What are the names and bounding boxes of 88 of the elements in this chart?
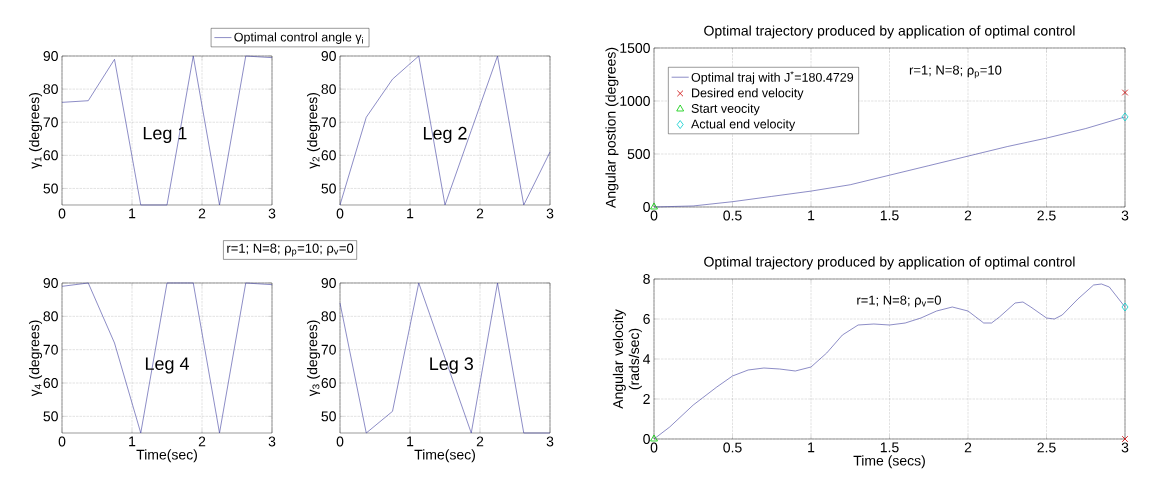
y-axis-title: γ$_{3}$ (degrees) [306, 320, 321, 397]
point [1121, 112, 1129, 122]
y-tick-label: 60 [321, 150, 336, 161]
chart-title: Optimal trajectory produced by application of optimal control [704, 25, 1075, 39]
x-tick-label: 1 [129, 436, 136, 447]
y-axis-title: Angular velocity (rads/sec) [612, 309, 642, 409]
x-axis-title: Time(sec) [136, 449, 197, 463]
x-tick-label: 2 [964, 442, 972, 453]
legend-label: Actual end velocity [691, 119, 796, 131]
x-tick-label: 0 [650, 210, 658, 221]
annotation: Leg 2 [423, 126, 467, 144]
legend-label: Optimal control angle γ$_{i}$ [234, 32, 363, 44]
x-tick-label: 0 [336, 436, 344, 447]
legend-label: Start veocity [691, 103, 760, 116]
y-tick-label: 50 [321, 183, 336, 194]
y-tick-label: 80 [43, 311, 58, 322]
x-tick-label: 1 [129, 208, 136, 219]
chart-title: Optimal trajectory produced by application of optimal control [704, 256, 1075, 270]
line-series [61, 282, 273, 434]
y-tick-label: 70 [321, 344, 336, 355]
x-tick-label: 3 [546, 208, 554, 219]
point [1121, 89, 1129, 96]
y-tick-label: 80 [321, 84, 336, 95]
x-tick-label: 1 [808, 442, 815, 453]
y-tick-label: 50 [43, 411, 58, 422]
x-tick-label: 0 [58, 436, 66, 447]
line-series [339, 282, 551, 434]
y-tick-label: 80 [43, 84, 58, 95]
y-tick-label: 1000 [620, 96, 650, 106]
y-axis-title: Angular postion (degrees) [605, 47, 619, 209]
annotation: r=1; N=8; ρ$_{v}$=0 [857, 295, 941, 308]
line-series [339, 55, 551, 206]
x-tick-label: 3 [268, 208, 276, 219]
y-tick-label: 60 [321, 378, 336, 388]
y-tick-label: 90 [321, 278, 336, 288]
y-tick-label: 90 [321, 51, 336, 61]
y-tick-label: 50 [43, 183, 58, 194]
y-tick-label: 90 [43, 278, 58, 288]
line-series [61, 55, 273, 206]
annotation: Leg 4 [145, 357, 189, 374]
annotation: Leg 1 [143, 126, 187, 144]
y-tick-label: 2 [643, 394, 650, 404]
y-tick-label: 6 [643, 314, 650, 324]
y-tick-label: 70 [43, 117, 58, 128]
x-tick-label: 2 [198, 208, 206, 219]
y-tick-label: 50 [321, 411, 336, 422]
y-tick-label: 60 [43, 378, 58, 388]
x-tick-label: 2 [198, 436, 206, 447]
x-tick-label: 0 [650, 442, 658, 453]
line-series [653, 116, 1126, 208]
legend-label: Desired end velocity [692, 88, 804, 100]
x-tick-label: 2 [476, 208, 484, 219]
x-axis-title: Time (secs) [853, 455, 925, 469]
x-tick-label: 3 [546, 436, 554, 447]
y-axis-title: γ$_{2}$ (degrees) [306, 93, 321, 169]
y-tick-label: 4 [643, 354, 651, 364]
x-tick-label: 1 [808, 210, 815, 221]
x-tick-label: 0 [336, 208, 344, 219]
legend-label: Optimal traj with J$^{*}$=180.4729 [691, 71, 854, 85]
x-tick-label: 1.5 [880, 210, 899, 221]
x-tick-label: 0 [58, 208, 66, 219]
y-tick-label: 90 [43, 51, 58, 61]
y-tick-label: 500 [627, 149, 650, 159]
x-tick-label: 2.5 [1037, 210, 1056, 221]
x-tick-label: 0.5 [723, 210, 742, 221]
x-tick-label: 3 [268, 436, 276, 447]
y-axis-title: γ$_{4}$ (degrees) [28, 320, 43, 397]
x-tick-label: 2 [964, 210, 972, 221]
x-tick-label: 1.5 [880, 442, 899, 453]
y-tick-label: 70 [43, 344, 58, 355]
x-tick-label: 2 [476, 436, 484, 447]
x-tick-label: 3 [1121, 210, 1129, 221]
x-tick-label: 3 [1121, 442, 1129, 453]
annotation: r=1; N=8; ρ$_{p}$=10 [909, 65, 1002, 79]
x-tick-label: 1 [407, 436, 414, 447]
y-axis-title: γ$_{1}$ (degrees) [28, 93, 43, 169]
y-tick-label: 8 [643, 274, 650, 284]
y-tick-label: 60 [43, 150, 58, 161]
text: r=1; N=8; ρ$_{p}$=10; ρ$_{v}$=0 [227, 243, 354, 257]
y-tick-label: 70 [321, 117, 336, 128]
line-series [653, 283, 1126, 440]
x-tick-label: 1 [407, 208, 414, 219]
x-axis-title: Time(sec) [414, 449, 475, 463]
x-tick-label: 2.5 [1037, 442, 1056, 453]
annotation: Leg 3 [430, 357, 474, 374]
y-tick-label: 80 [321, 311, 336, 322]
x-tick-label: 0.5 [723, 442, 742, 453]
y-tick-label: 1500 [620, 43, 650, 53]
